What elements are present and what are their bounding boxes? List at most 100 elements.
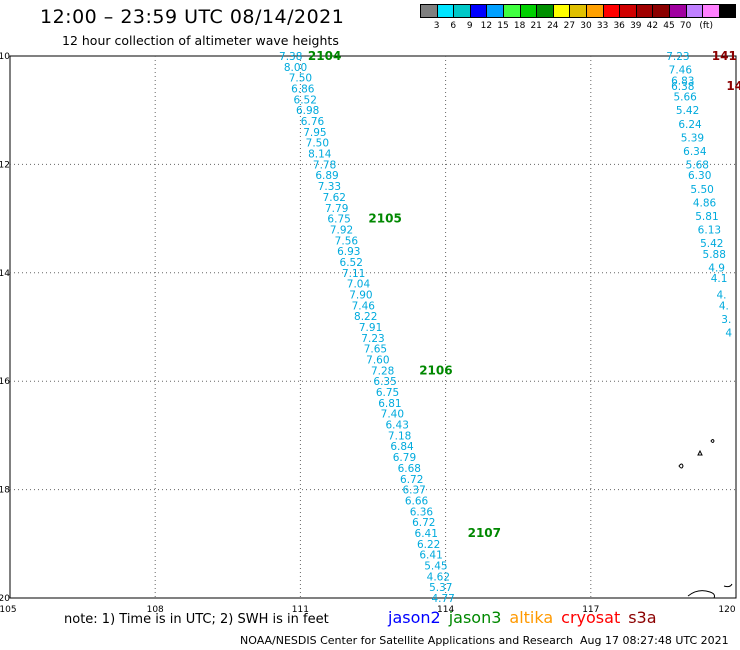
wave-height-label: 7.18 [388, 430, 411, 442]
lon-tick-label: 120 [718, 605, 735, 615]
wave-height-label: 5.68 [686, 159, 709, 171]
lon-tick-label: 105 [0, 605, 17, 615]
legend-label: 33 [596, 21, 609, 31]
wave-height-label: 8.00 [284, 62, 307, 74]
wave-height-label: 7.46 [669, 65, 693, 77]
wave-height-label: 5.42 [700, 238, 723, 250]
wave-height-label: 6.13 [698, 224, 721, 236]
wave-height-label: 6.22 [417, 539, 440, 551]
wave-height-label: 5.42 [676, 105, 699, 117]
wave-height-label: 7.65 [364, 344, 387, 356]
wave-height-label: 6.36 [410, 506, 434, 518]
wave-height-label: 4 [725, 327, 732, 339]
lat-tick-label: -16 [0, 377, 10, 387]
wave-height-label: 6.72 [400, 474, 423, 486]
wave-height-label: 6.37 [402, 485, 425, 497]
wave-height-label: 4. [719, 300, 729, 312]
wave-height-label: 5.39 [681, 132, 704, 144]
wave-height-label: 6.89 [315, 170, 338, 182]
pass-time-label: 14 [726, 79, 740, 93]
wave-height-label: 7.46 [352, 300, 376, 312]
mission-jason2: jason2 [388, 608, 441, 627]
wave-height-label: 5.50 [690, 184, 713, 196]
pass-time-label: 2105 [368, 212, 401, 226]
lat-tick-label: -14 [0, 269, 10, 279]
credit-text: NOAA/NESDIS Center for Satellite Applica… [240, 634, 574, 647]
coastline-shape [723, 583, 733, 588]
legend-label: (ft) [699, 21, 713, 31]
wave-height-label: 6.72 [412, 517, 435, 529]
legend-label: 6 [450, 21, 457, 31]
footer-note: note: 1) Time is in UTC; 2) SWH is in fe… [64, 612, 329, 627]
wave-height-label: 7.62 [323, 192, 346, 204]
mission-cryosat: cryosat [561, 608, 621, 627]
wave-height-label: 6.81 [378, 398, 401, 410]
wave-height-label: 6.75 [327, 214, 350, 226]
wave-height-label: 8.14 [308, 149, 332, 161]
legend-label: 9 [466, 21, 473, 31]
wave-height-label: 4.77 [431, 593, 454, 605]
legend-label: 15 [497, 21, 509, 31]
island-shape [697, 449, 703, 456]
legend-label: 39 [630, 21, 642, 31]
wave-height-label: 4.86 [693, 197, 717, 209]
pass-time-label: 2107 [468, 526, 501, 540]
wave-height-label: 5.66 [673, 92, 697, 104]
wave-height-label: 6.52 [340, 257, 363, 269]
wave-height-label: 4. [716, 289, 726, 301]
legend-swatch [718, 4, 737, 18]
wave-height-label: 6.84 [390, 441, 414, 453]
map-subtitle: 12 hour collection of altimeter wave hei… [62, 33, 339, 48]
wave-height-label: 6.30 [688, 170, 711, 182]
color-legend: 3 6 9 12 15 18 21 24 27 30 33 36 39 42 45 70 (ft) [420, 4, 737, 34]
pass-time-label: 2106 [419, 363, 452, 377]
wave-height-label: 6.41 [415, 528, 438, 540]
wave-height-label: 7.90 [349, 289, 372, 301]
wave-height-label: 7.78 [313, 159, 336, 171]
legend-label: 45 [663, 21, 675, 31]
lon-tick-label: 111 [292, 605, 309, 615]
credit-timestamp: Aug 17 08:27:48 UTC 2021 [580, 634, 729, 647]
wave-height-label: 3. [721, 314, 731, 326]
wave-height-label: 7.50 [289, 73, 312, 85]
wave-height-label: 4.62 [427, 571, 450, 583]
wave-height-label: 7.60 [366, 355, 389, 367]
wave-height-label: 6.86 [291, 84, 315, 96]
wave-height-label: 7.04 [347, 279, 371, 291]
wave-height-label: 5.81 [695, 211, 718, 223]
wave-height-label: 6.41 [419, 550, 442, 562]
wave-height-label: 7.91 [359, 322, 382, 334]
wave-height-label: 6.66 [405, 495, 429, 507]
wave-height-label: 7.28 [371, 365, 394, 377]
wave-height-label: 5.88 [703, 249, 726, 261]
legend-label: 36 [613, 21, 625, 31]
lat-tick-label: -18 [0, 486, 10, 496]
map-title: 12:00 – 23:59 UTC 08/14/2021 [40, 6, 345, 28]
wave-height-label: 7.11 [342, 268, 365, 280]
legend-label: 42 [646, 21, 659, 31]
wave-height-label: 6.35 [373, 376, 396, 388]
wave-height-label: 6.38 [671, 81, 694, 93]
wave-height-label: 6.98 [296, 105, 319, 117]
legend-label: 18 [513, 21, 526, 31]
wave-height-label: 6.34 [683, 146, 707, 158]
lat-tick-label: -10 [0, 52, 10, 62]
legend-label: 27 [563, 21, 576, 31]
mission-s3a: s3a [628, 608, 657, 627]
lat-tick-label: -12 [0, 160, 10, 170]
wave-height-label: 8.22 [354, 311, 377, 323]
legend-label: 21 [530, 21, 542, 31]
wave-height-label: 7.92 [330, 224, 353, 236]
wave-height-label: 7.23 [361, 333, 384, 345]
wave-height-label: 6.79 [393, 452, 416, 464]
wave-height-label: 7.95 [303, 127, 326, 139]
wave-height-label: 7.38 [279, 51, 302, 63]
wave-height-label: 6.52 [294, 94, 317, 106]
wave-height-label: 6.75 [376, 387, 399, 399]
legend-label: 24 [547, 21, 559, 31]
lat-tick-label: -20 [0, 594, 10, 604]
wave-height-label: 6.24 [678, 119, 702, 131]
pass-time-label: 2104 [308, 49, 341, 63]
wave-height-label: 4.1 [711, 273, 728, 285]
